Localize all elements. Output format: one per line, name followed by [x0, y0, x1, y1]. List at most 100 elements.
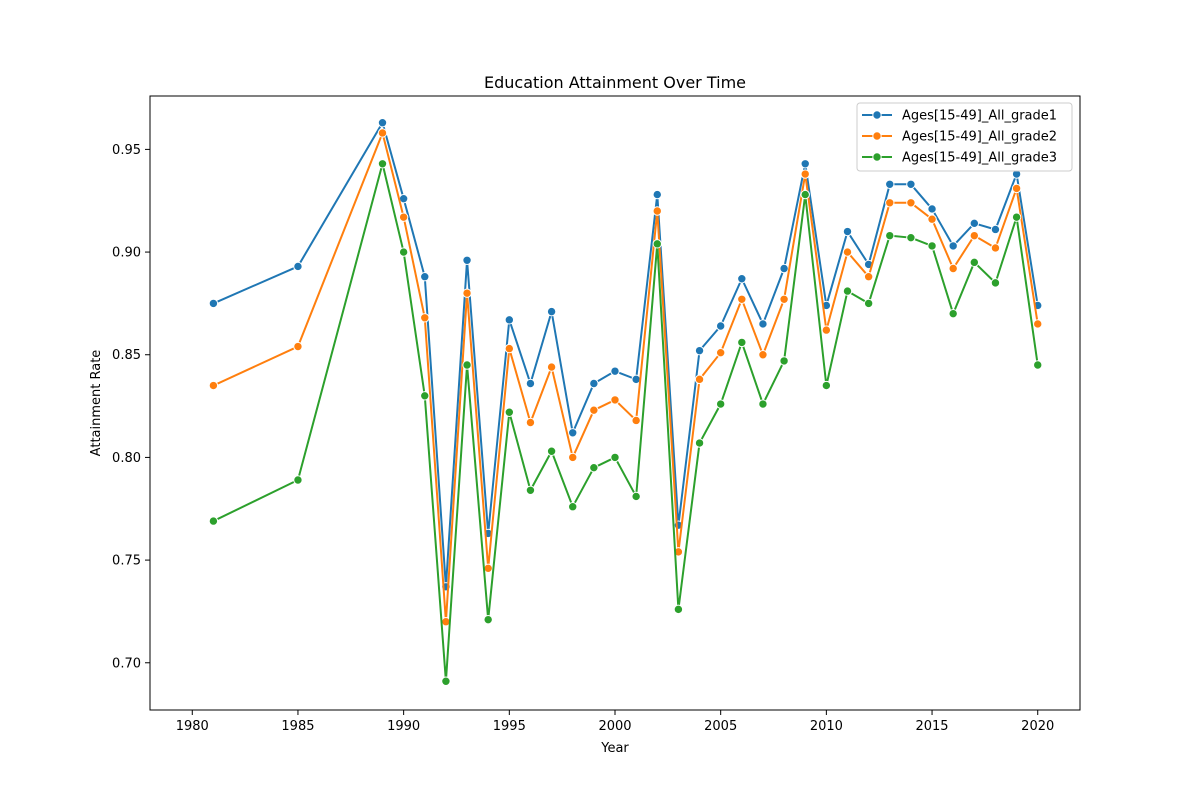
legend-frame: [856, 102, 1073, 172]
data-point: [652, 189, 662, 200]
legend-label: Ages[15-49]_All_grade3: [902, 151, 1057, 166]
data-point: [927, 204, 937, 214]
x-tick-label: 1985: [281, 719, 314, 734]
data-point: [589, 405, 599, 415]
data-point: [293, 341, 303, 352]
data-point: [842, 226, 853, 237]
data-point: [990, 224, 1001, 235]
data-point: [546, 306, 557, 317]
x-tick-label: 1990: [387, 719, 420, 734]
data-point: [483, 614, 493, 625]
data-point: [610, 366, 620, 376]
data-point: [208, 380, 219, 391]
data-point: [504, 343, 515, 354]
data-point: [863, 298, 874, 309]
legend-label: Ages[15-49]_All_grade1: [902, 109, 1057, 124]
data-point: [758, 350, 768, 360]
legend-marker: [872, 110, 882, 120]
data-point: [462, 360, 472, 370]
data-point: [842, 247, 853, 257]
data-point: [293, 261, 303, 272]
series-line: [212, 162, 1039, 683]
data-point: [948, 308, 958, 319]
x-tick-label: 2020: [1021, 719, 1054, 734]
data-point: [420, 391, 430, 401]
chart-title: Education Attainment Over Time: [484, 73, 746, 92]
data-point: [969, 257, 980, 268]
data-point: [715, 399, 726, 409]
data-point: [525, 485, 536, 495]
data-point: [990, 278, 1001, 288]
data-point: [208, 298, 219, 309]
data-point: [779, 294, 789, 304]
data-point: [462, 255, 472, 265]
series-group: [208, 118, 1043, 592]
data-point: [1033, 319, 1043, 329]
data-point: [715, 321, 726, 331]
data-point: [969, 230, 980, 241]
data-point: [1011, 183, 1022, 194]
data-point: [737, 337, 747, 348]
data-point: [589, 378, 599, 389]
y-tick-label: 0.85: [112, 348, 141, 363]
data-point: [546, 362, 557, 372]
series-line: [212, 131, 1039, 623]
data-point: [800, 169, 810, 179]
series-group: [208, 128, 1043, 627]
data-point: [568, 428, 578, 438]
y-axis-label: Attainment Rate: [89, 350, 104, 457]
data-point: [694, 438, 705, 448]
data-point: [737, 294, 747, 304]
series-line: [212, 121, 1039, 588]
data-point: [885, 230, 895, 241]
data-point: [821, 380, 832, 391]
data-point: [504, 407, 515, 417]
data-point: [779, 263, 789, 274]
y-axis: 0.70 0.75 0.80 0.85 0.90 0.95: [112, 143, 150, 671]
x-tick-label: 2000: [598, 719, 631, 734]
data-point: [863, 272, 874, 282]
data-point: [800, 159, 810, 169]
x-tick-label: 2010: [810, 719, 843, 734]
data-point: [821, 325, 832, 335]
data-point: [398, 247, 409, 257]
data-point: [589, 462, 599, 473]
legend-marker: [872, 152, 882, 162]
data-point: [800, 189, 810, 200]
data-point: [906, 232, 916, 243]
data-point: [990, 243, 1001, 253]
data-point: [483, 563, 493, 574]
data-point: [842, 286, 853, 296]
y-tick-label: 0.80: [112, 451, 141, 466]
legend-label: Ages[15-49]_All_grade2: [902, 130, 1057, 145]
series-layer: [208, 118, 1043, 686]
data-point: [420, 313, 430, 323]
data-point: [948, 263, 958, 274]
data-point: [927, 241, 937, 251]
data-point: [568, 502, 578, 512]
y-tick-label: 0.90: [112, 246, 141, 261]
data-point: [948, 241, 958, 251]
data-point: [504, 315, 515, 325]
data-point: [906, 198, 916, 208]
y-tick-label: 0.95: [112, 143, 141, 158]
data-point: [885, 179, 895, 190]
legend-marker: [872, 131, 882, 141]
data-point: [1033, 360, 1043, 370]
data-point: [420, 272, 430, 282]
data-point: [715, 347, 726, 358]
data-point: [779, 356, 789, 366]
data-point: [398, 212, 409, 222]
x-tick-label: 2015: [915, 719, 948, 734]
data-point: [441, 676, 451, 686]
data-point: [927, 214, 937, 224]
x-axis: 1980 1985 1990 1995 2000 2005 2010 2015 2020: [176, 710, 1054, 734]
data-point: [694, 345, 705, 356]
data-point: [610, 452, 620, 463]
data-point: [377, 128, 388, 138]
x-axis-label: Year: [600, 741, 629, 756]
data-point: [969, 218, 980, 229]
y-tick-label: 0.70: [112, 656, 141, 671]
data-point: [885, 198, 895, 208]
data-point: [568, 452, 578, 463]
